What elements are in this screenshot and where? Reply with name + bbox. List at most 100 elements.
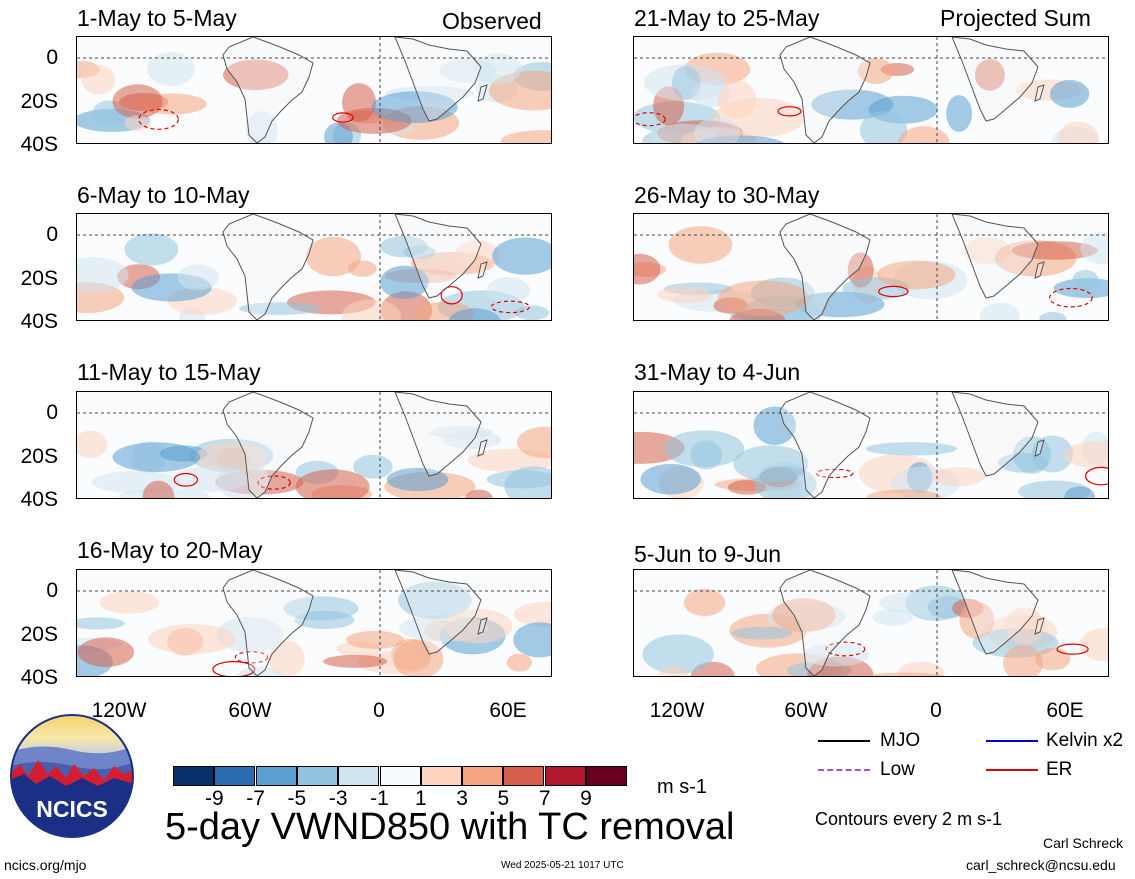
- anomaly-shading: [379, 235, 428, 258]
- anomaly-shading: [718, 79, 757, 120]
- er-contour: [212, 661, 256, 676]
- anomaly-shading: [474, 53, 523, 84]
- x-label-120w: 120W: [91, 699, 147, 722]
- madagascar-outline: [1034, 617, 1045, 635]
- colorbar-swatch: [338, 766, 380, 786]
- y-label-20s: 20S: [20, 90, 58, 113]
- south-america-outline: [779, 392, 871, 498]
- anomaly-shading: [640, 463, 701, 495]
- er-contour: [234, 651, 269, 664]
- y-label-40s: 40S: [20, 133, 58, 156]
- panel-5-title: 21-May to 25-May: [634, 5, 820, 31]
- anomaly-shading: [668, 226, 733, 264]
- er-contour: [877, 285, 909, 298]
- x-label-60w: 60W: [228, 699, 272, 722]
- anomaly-shading: [323, 654, 388, 668]
- panel-2-title: 6-May to 10-May: [77, 182, 250, 208]
- anomaly-shading: [1079, 628, 1108, 662]
- author-email: carl_schreck@ncsu.edu: [966, 857, 1116, 873]
- africa-outline: [394, 37, 482, 122]
- y-label-20s: 20S: [20, 445, 58, 468]
- colorbar-swatch: [420, 766, 462, 786]
- map-panel-5: [633, 36, 1109, 144]
- panel-4-title: 16-May to 20-May: [77, 537, 263, 563]
- anomaly-shading: [124, 233, 179, 266]
- anomaly-shading: [506, 653, 532, 672]
- madagascar-outline: [477, 617, 488, 635]
- africa-outline: [951, 570, 1039, 655]
- anomaly-shading: [998, 453, 1048, 473]
- y-label-20s: 20S: [20, 267, 58, 290]
- x-label-60e: 60E: [489, 699, 527, 722]
- madagascar-outline: [1034, 261, 1045, 279]
- colorbar-label: -3: [328, 787, 348, 810]
- y-label-0: 0: [46, 579, 58, 602]
- anomaly-shading: [717, 280, 810, 316]
- anomaly-shading: [1063, 440, 1108, 469]
- legend-kelvin-label: Kelvin x2: [1046, 730, 1124, 751]
- south-america-outline: [779, 570, 871, 676]
- anomaly-shading: [811, 89, 894, 120]
- colorbar-swatch: [296, 766, 338, 786]
- anomaly-shading: [148, 624, 236, 655]
- anomaly-shading: [1057, 121, 1099, 143]
- legend-kelvin-line: [986, 740, 1038, 742]
- south-america-outline: [779, 214, 871, 320]
- anomaly-shading: [295, 469, 370, 498]
- anomaly-shading: [77, 257, 129, 293]
- anomaly-shading: [898, 661, 945, 676]
- anomaly-shading: [142, 480, 175, 498]
- anomaly-shading: [147, 52, 195, 86]
- anomaly-shading: [380, 265, 429, 299]
- anomaly-shading: [223, 59, 289, 91]
- anomaly-shading: [932, 467, 985, 487]
- colorbar-label: -7: [246, 787, 265, 810]
- colorbar-swatch: [503, 766, 545, 786]
- colorbar-label: -5: [287, 787, 307, 810]
- anomaly-shading: [664, 430, 745, 468]
- er-contour: [1049, 287, 1093, 308]
- anomaly-shading: [865, 442, 958, 456]
- anomaly-shading: [465, 489, 493, 498]
- colorbar-swatch: [214, 766, 256, 786]
- panel-7-title: 31-May to 4-Jun: [634, 359, 801, 385]
- panel-6-title: 26-May to 30-May: [634, 182, 820, 208]
- anomaly-shading: [514, 305, 550, 320]
- anomaly-shading: [448, 308, 501, 320]
- legend-mjo-line: [818, 740, 870, 742]
- madagascar-outline: [477, 439, 488, 457]
- anomaly-shading: [353, 454, 393, 479]
- south-america-outline: [222, 570, 314, 676]
- south-america-outline: [222, 37, 314, 143]
- legend-mjo-label: MJO: [880, 730, 921, 751]
- anomaly-shading: [246, 111, 278, 143]
- er-contour: [332, 112, 354, 123]
- anomaly-shading: [974, 59, 1005, 91]
- anomaly-shading: [268, 640, 305, 676]
- legend-er-line: [986, 769, 1038, 771]
- er-contour: [634, 112, 666, 127]
- y-label-0: 0: [46, 401, 58, 424]
- anomaly-shading: [398, 581, 472, 620]
- y-label-40s: 40S: [20, 666, 58, 689]
- anomaly-shading: [486, 277, 530, 304]
- anomaly-shading: [486, 470, 551, 489]
- y-label-0: 0: [46, 223, 58, 246]
- ncics-logo: NCICS: [10, 714, 134, 838]
- africa-outline: [394, 570, 482, 655]
- colorbar-swatch: [586, 766, 627, 786]
- anomaly-shading: [946, 95, 972, 132]
- anomaly-shading: [386, 467, 449, 492]
- map-panel-8: [633, 569, 1109, 677]
- anomaly-shading: [195, 442, 267, 473]
- madagascar-outline: [1034, 84, 1045, 102]
- colorbar-label: -9: [204, 787, 224, 810]
- anomaly-shading: [454, 240, 500, 273]
- er-contour: [173, 472, 199, 487]
- timestamp: Wed 2025-05-21 1017 UTC: [501, 860, 624, 871]
- africa-outline: [951, 37, 1039, 122]
- anomaly-shading: [172, 466, 250, 492]
- er-contour: [825, 641, 866, 657]
- colorbar-label: 7: [538, 787, 551, 810]
- anomaly-shading: [371, 91, 458, 124]
